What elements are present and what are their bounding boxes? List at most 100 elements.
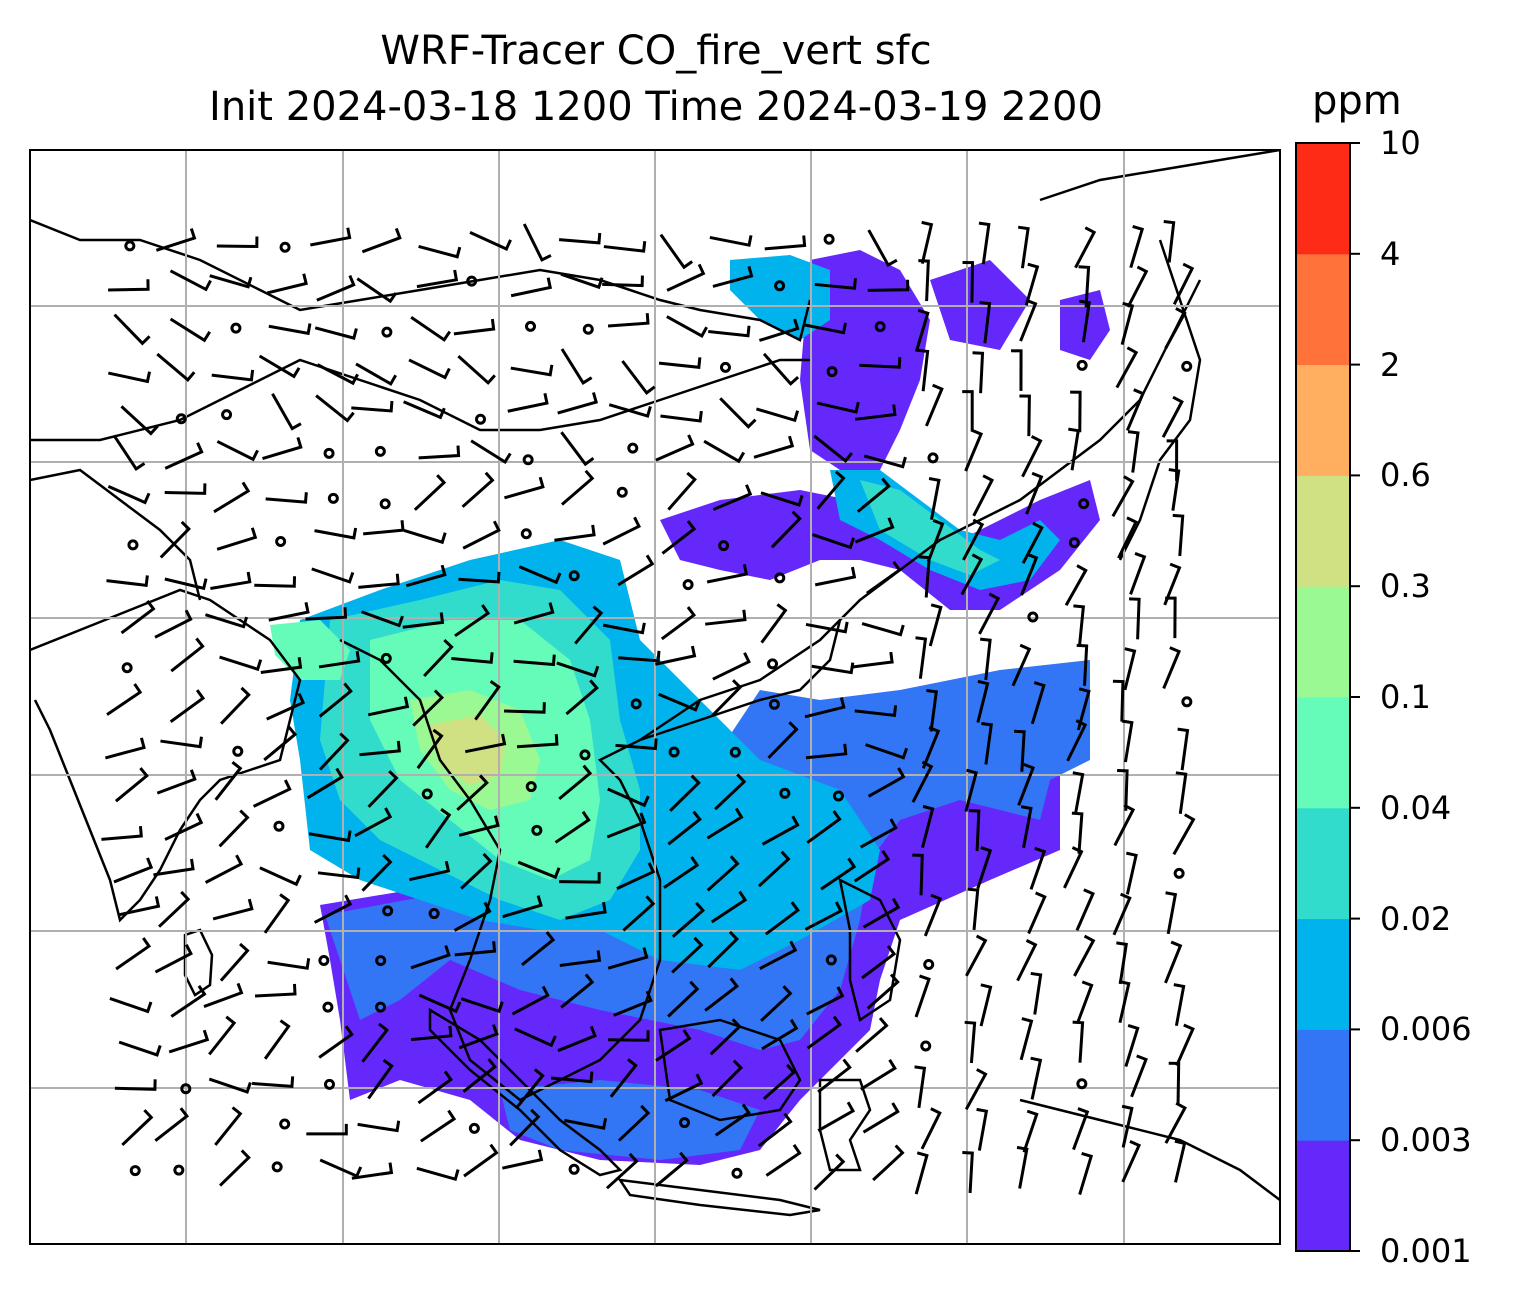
wind-barb xyxy=(211,369,255,382)
wind-barb xyxy=(107,484,151,505)
wind-barb xyxy=(1019,394,1031,437)
wind-barb xyxy=(919,555,931,598)
wind-barb xyxy=(1174,1139,1187,1183)
colorbar-tick-label: 2 xyxy=(1380,345,1401,384)
wind-barb xyxy=(271,393,302,431)
wind-barb xyxy=(458,1024,499,1050)
wind-barb xyxy=(655,434,695,462)
wind-barb xyxy=(403,529,447,545)
calm-wind-marker xyxy=(322,1001,334,1013)
wind-barb xyxy=(460,852,493,890)
wind-barb xyxy=(1177,727,1190,771)
wind-barb xyxy=(402,612,445,629)
wind-barb xyxy=(1112,892,1132,936)
wind-barb xyxy=(914,1065,927,1109)
calm-wind-marker xyxy=(221,409,233,421)
wind-barb xyxy=(667,810,702,846)
wind-barb xyxy=(462,520,501,550)
wind-barb xyxy=(1014,729,1026,772)
wind-barb xyxy=(1175,1023,1195,1067)
calm-wind-marker xyxy=(466,275,478,287)
calm-wind-marker xyxy=(719,361,731,373)
wind-barb xyxy=(361,1022,390,1063)
wind-barb xyxy=(418,244,462,259)
wind-barb xyxy=(1121,719,1134,763)
wind-barb xyxy=(113,313,151,346)
wind-barb xyxy=(607,313,650,328)
wind-barb xyxy=(359,740,401,757)
wind-barb xyxy=(613,990,653,1017)
wind-barb xyxy=(314,527,358,540)
wind-barb xyxy=(208,1077,252,1094)
wind-barb xyxy=(557,1025,597,1053)
wind-barb xyxy=(859,818,898,849)
calm-wind-marker xyxy=(627,442,639,454)
wind-barb xyxy=(101,825,143,841)
calm-wind-marker xyxy=(668,746,680,758)
wind-barb xyxy=(164,442,204,470)
calm-wind-marker xyxy=(379,498,391,510)
wind-barb xyxy=(315,394,355,423)
colorbar-tick-label: 0.006 xyxy=(1380,1010,1472,1049)
wind-barb xyxy=(216,236,259,248)
wind-barb xyxy=(814,566,857,587)
wind-barb xyxy=(666,315,708,338)
wind-barb xyxy=(1164,307,1187,350)
wind-barb xyxy=(464,733,507,754)
wind-barb xyxy=(926,519,945,562)
wind-barb xyxy=(1016,1145,1029,1189)
wind-barb xyxy=(1072,1107,1090,1151)
wind-barb xyxy=(962,260,975,303)
calm-wind-marker xyxy=(520,528,532,540)
wind-barb xyxy=(609,1058,638,1098)
wind-barb xyxy=(667,980,700,1018)
calm-wind-marker xyxy=(275,535,287,547)
wind-barb xyxy=(424,808,452,849)
wind-barb xyxy=(960,553,984,596)
calm-wind-marker xyxy=(380,652,392,664)
wind-barb xyxy=(607,947,649,970)
wind-barb xyxy=(214,761,243,801)
calm-wind-marker xyxy=(279,1118,291,1130)
wind-barb xyxy=(811,533,855,550)
colorbar-tick-label: 10 xyxy=(1380,124,1421,162)
colorbar-tick-label: 0.3 xyxy=(1380,567,1431,606)
calm-wind-marker xyxy=(121,662,133,674)
wind-barb xyxy=(169,269,212,292)
wind-barb xyxy=(861,945,897,980)
wind-barb xyxy=(502,1149,544,1170)
wind-barb xyxy=(1123,647,1137,691)
coastline-china xyxy=(639,279,1202,742)
wind-barb xyxy=(920,1107,942,1150)
wind-barb xyxy=(978,592,1001,635)
wind-barb xyxy=(418,993,462,1014)
wind-barb xyxy=(507,392,549,413)
wind-barb xyxy=(658,357,702,369)
colorbar-segment xyxy=(1296,253,1350,366)
wind-barb xyxy=(762,352,800,386)
wind-barb xyxy=(660,606,697,641)
calm-wind-marker xyxy=(630,698,642,710)
calm-wind-marker xyxy=(230,322,242,334)
wind-barb xyxy=(266,273,308,295)
wind-barb xyxy=(1116,941,1128,985)
wind-barb xyxy=(1078,265,1091,308)
wind-barb xyxy=(1011,349,1023,391)
wind-barb xyxy=(458,571,501,584)
wind-barb xyxy=(510,277,553,298)
wind-barb xyxy=(403,400,446,420)
calm-wind-marker xyxy=(175,413,187,425)
wind-barb xyxy=(710,890,748,924)
wind-barb xyxy=(663,856,700,889)
colorbar-tick-label: 0.003 xyxy=(1380,1121,1472,1160)
wind-barb xyxy=(263,1019,291,1060)
wind-barb xyxy=(409,860,451,882)
calm-wind-marker xyxy=(522,454,534,466)
wind-barb xyxy=(204,854,244,884)
wind-barb xyxy=(757,1112,793,1148)
colorbar-segment xyxy=(1296,475,1350,587)
wind-barb xyxy=(762,1063,796,1101)
wind-barb xyxy=(462,1058,497,1093)
wind-barb xyxy=(926,688,938,732)
